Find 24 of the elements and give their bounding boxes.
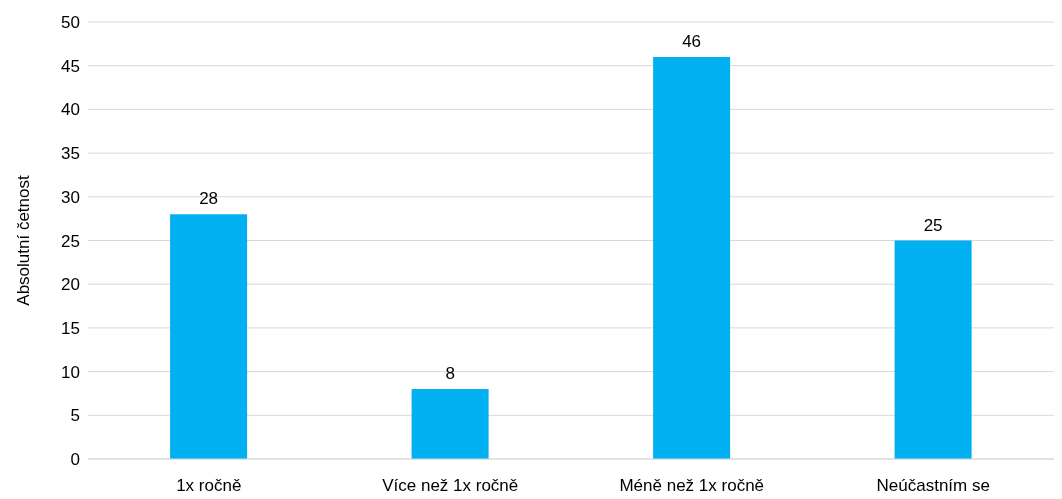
x-tick-label: Více než 1x ročně (382, 476, 519, 496)
data-label: 28 (199, 189, 219, 209)
y-tick-label: 30 (61, 187, 80, 207)
y-tick-label: 5 (70, 406, 80, 426)
bar (894, 240, 972, 459)
y-tick-label: 20 (61, 275, 80, 295)
y-tick-label: 40 (61, 100, 80, 120)
y-tick-label: 45 (61, 56, 80, 76)
y-tick-label: 35 (61, 144, 80, 164)
bar (653, 56, 731, 459)
x-tick-label: 1x ročně (176, 476, 242, 496)
bar (170, 214, 248, 459)
y-axis-title: Absolutní četnost (14, 175, 34, 306)
x-tick-label: Méně než 1x ročně (619, 476, 765, 496)
bar (411, 389, 489, 459)
y-tick-label: 25 (61, 231, 80, 251)
data-label: 46 (682, 31, 702, 51)
y-tick-label: 15 (61, 318, 80, 338)
y-tick-label: 50 (61, 13, 80, 33)
y-tick-label: 0 (70, 450, 80, 470)
data-label: 8 (445, 364, 455, 384)
data-label: 25 (923, 215, 943, 235)
y-tick-label: 10 (61, 362, 80, 382)
x-tick-label: Neúčastním se (876, 476, 990, 496)
